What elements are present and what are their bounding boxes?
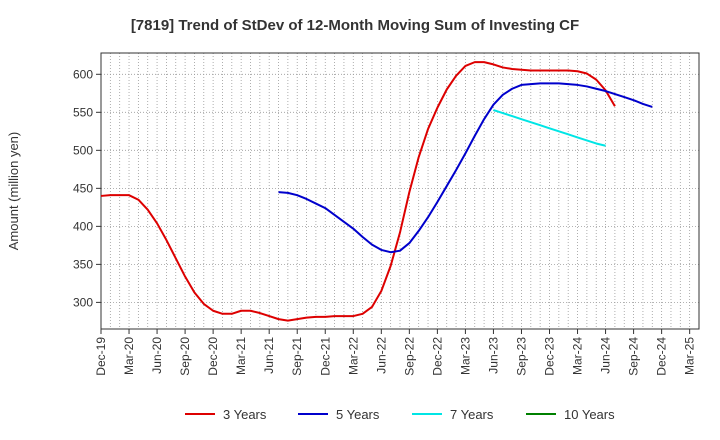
y-axis: 300 350 400 450 500 550 600 <box>73 67 101 309</box>
y-tick-label: 600 <box>73 67 93 81</box>
y-axis-label: Amount (million yen) <box>6 132 21 251</box>
x-tick-label: Sep-20 <box>178 337 192 376</box>
x-tick-label: Dec-20 <box>206 337 220 376</box>
chart-title: [7819] Trend of StDev of 12-Month Moving… <box>131 17 579 34</box>
series-line-7-years <box>493 109 606 147</box>
x-tick-label: Mar-25 <box>683 337 697 375</box>
legend-label: 3 Years <box>223 407 267 422</box>
series-line-5-years <box>278 82 653 254</box>
x-tick-label: Dec-21 <box>318 337 332 376</box>
series-lines <box>100 61 653 322</box>
y-tick-label: 550 <box>73 105 93 119</box>
x-tick-label: Dec-22 <box>430 337 444 376</box>
x-tick-label: Dec-24 <box>655 337 669 376</box>
x-tick-label: Sep-23 <box>514 337 528 376</box>
plot-area <box>100 52 700 330</box>
series-line-3-years <box>100 61 616 322</box>
legend-label: 5 Years <box>336 407 380 422</box>
x-tick-label: Mar-21 <box>234 337 248 375</box>
x-tick-label: Jun-20 <box>150 337 164 374</box>
x-tick-label: Mar-20 <box>122 337 136 375</box>
x-tick-label: Mar-22 <box>346 337 360 375</box>
legend: 3 Years 5 Years 7 Years 10 Years <box>185 407 615 422</box>
x-tick-label: Jun-22 <box>374 337 388 374</box>
x-axis: Dec-19 Mar-20 Jun-20 Sep-20 Dec-20 Mar-21 Jun-… <box>94 329 697 376</box>
x-tick-label: Mar-23 <box>458 337 472 375</box>
x-tick-label: Dec-23 <box>543 337 557 376</box>
legend-label: 10 Years <box>564 407 615 422</box>
y-tick-label: 500 <box>73 143 93 157</box>
x-tick-label: Mar-24 <box>571 337 585 375</box>
x-tick-label: Sep-22 <box>402 337 416 376</box>
x-tick-label: Sep-24 <box>627 337 641 376</box>
y-tick-label: 350 <box>73 257 93 271</box>
x-tick-label: Jun-23 <box>486 337 500 374</box>
x-tick-label: Jun-24 <box>599 337 613 374</box>
grid <box>100 53 700 329</box>
x-tick-label: Jun-21 <box>262 337 276 374</box>
y-tick-label: 400 <box>73 219 93 233</box>
x-tick-label: Sep-21 <box>290 337 304 376</box>
y-tick-label: 300 <box>73 295 93 309</box>
x-tick-label: Dec-19 <box>94 337 108 376</box>
y-tick-label: 450 <box>73 181 93 195</box>
legend-label: 7 Years <box>450 407 494 422</box>
